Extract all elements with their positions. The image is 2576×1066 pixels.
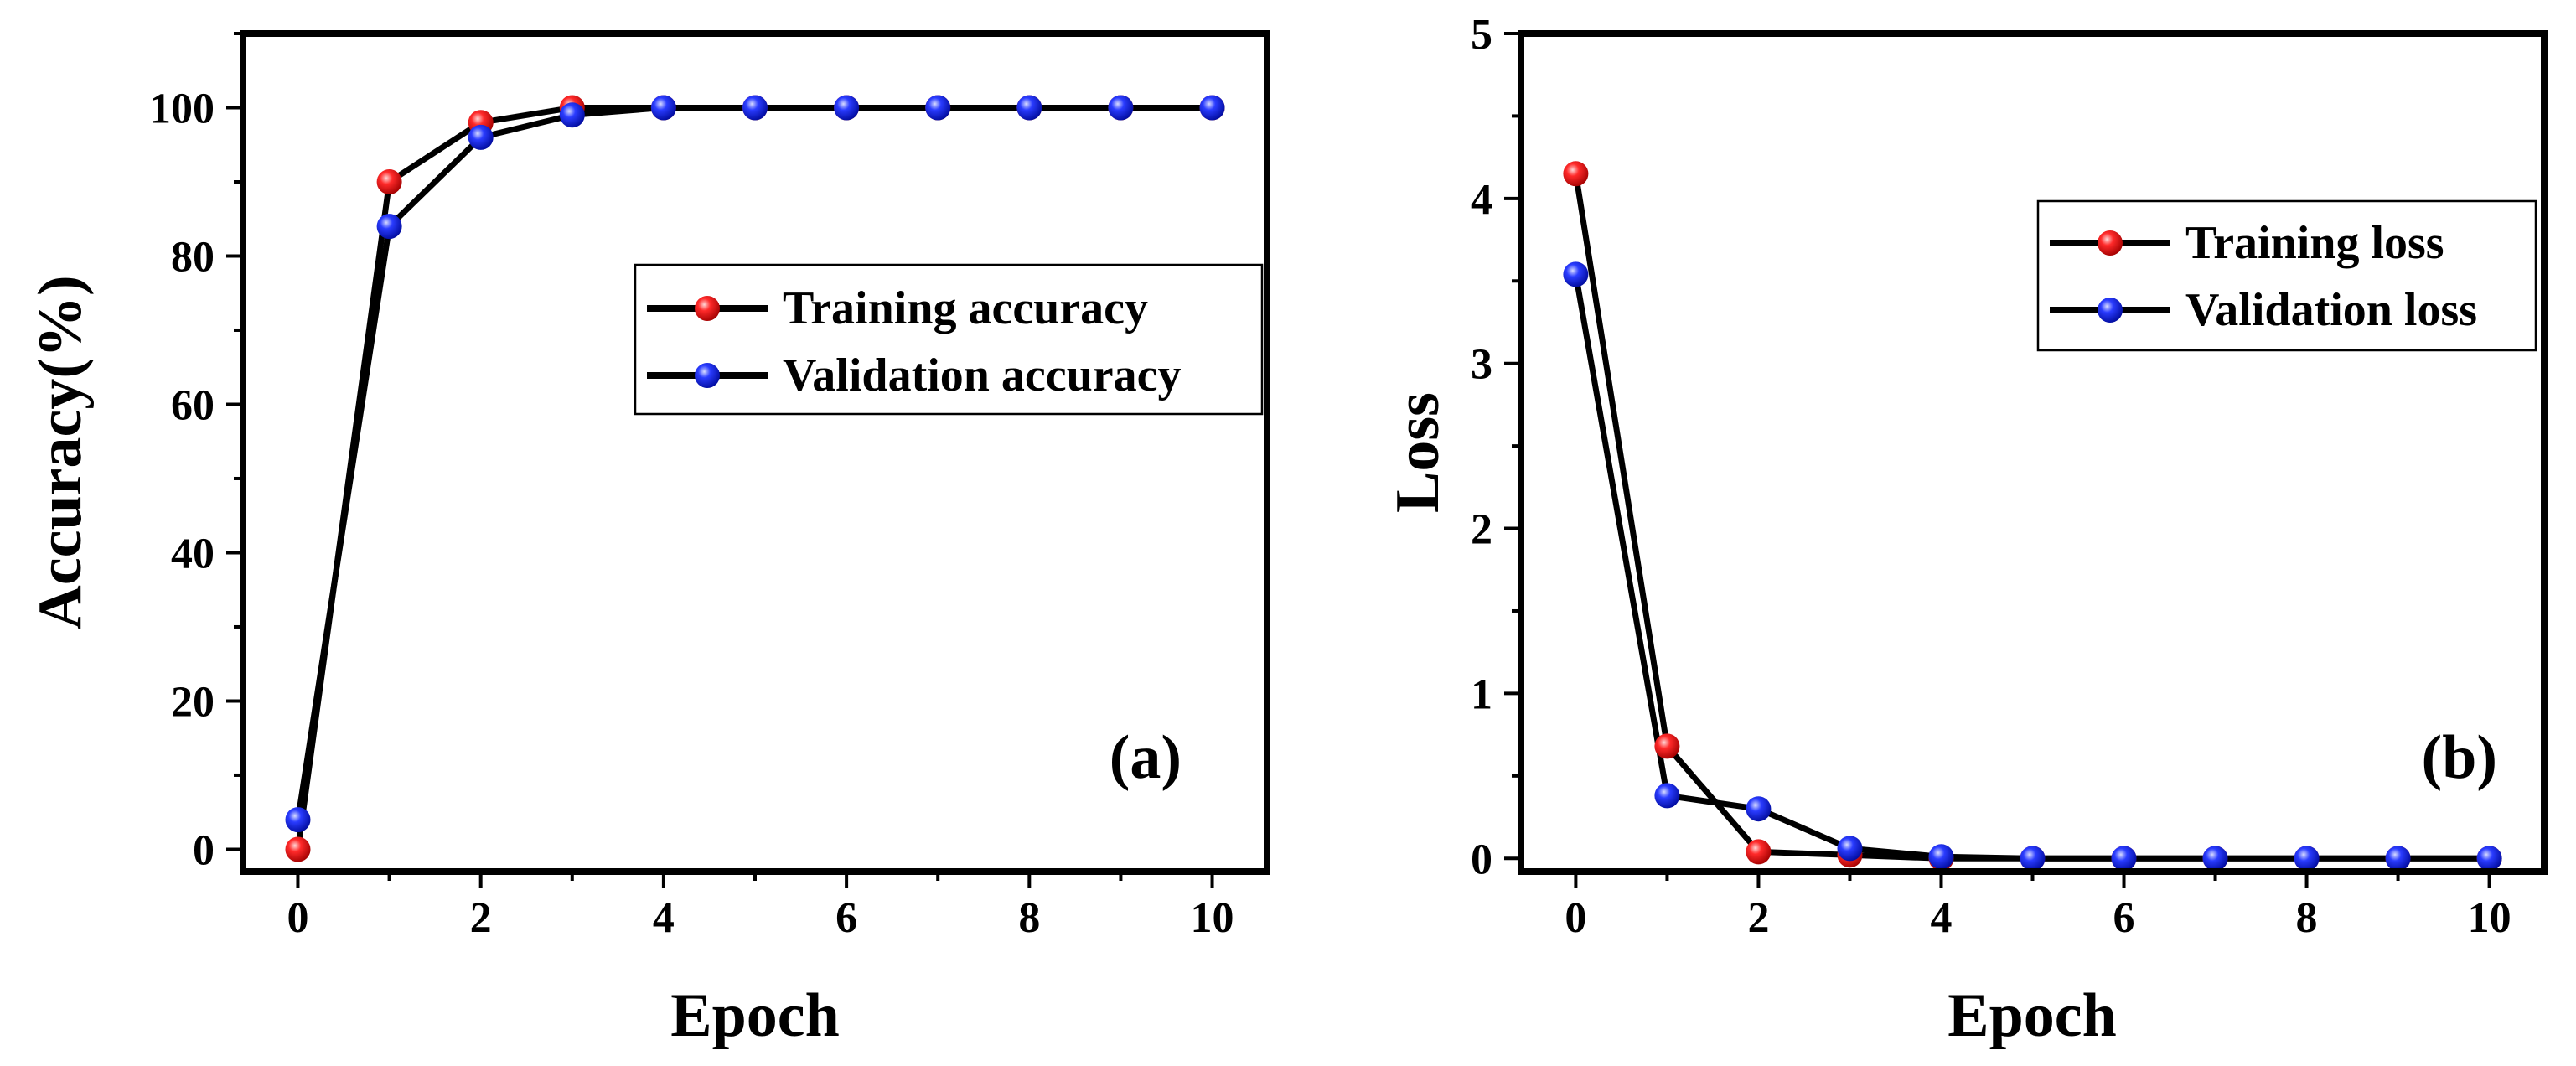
validation-point (2294, 846, 2320, 872)
legend-marker-validation (695, 363, 720, 388)
validation-point (2385, 846, 2411, 872)
y-tick-label: 40 (171, 530, 215, 577)
x-tick-label: 4 (653, 894, 675, 942)
x-tick-label: 6 (835, 894, 857, 942)
validation-point (834, 95, 860, 121)
y-tick-label: 80 (171, 233, 215, 281)
validation-point (1928, 844, 1954, 870)
y-tick-label: 4 (1471, 176, 1492, 224)
validation-point (1016, 95, 1042, 121)
y-tick-label: 60 (171, 381, 215, 429)
training-point (1563, 161, 1589, 187)
panel-label-a: (a) (1110, 723, 1182, 792)
validation-point (285, 807, 311, 833)
y-tick-label: 20 (171, 678, 215, 726)
legend-marker-training (695, 296, 720, 321)
validation-point (742, 95, 768, 121)
training-point (376, 169, 402, 194)
x-axis-title-loss: Epoch (1948, 981, 2117, 1050)
x-tick-label: 2 (1747, 894, 1769, 942)
x-tick-label: 0 (287, 894, 308, 942)
x-tick-label: 10 (2468, 894, 2511, 942)
validation-point (650, 95, 676, 121)
panel-label-b: (b) (2422, 723, 2497, 792)
validation-point (468, 124, 494, 150)
legend-loss: Training loss Validation loss (2036, 199, 2537, 352)
y-tick-label: 3 (1471, 341, 1492, 389)
training-point (285, 836, 311, 862)
x-tick-label: 0 (1565, 894, 1586, 942)
validation-point (925, 95, 951, 121)
x-tick-label: 8 (2296, 894, 2318, 942)
y-tick-label: 2 (1471, 506, 1492, 554)
validation-point (1199, 95, 1225, 121)
validation-point (1837, 836, 1863, 862)
y-tick-label: 100 (149, 85, 215, 132)
legend-label-validation-accuracy: Validation accuracy (783, 349, 1181, 401)
training-point (1654, 733, 1680, 759)
training-point (1746, 839, 1772, 865)
legend-marker-validation (2098, 298, 2123, 323)
validation-point (376, 214, 402, 240)
legend-label-training-accuracy: Training accuracy (783, 282, 1148, 334)
series-line-validation (295, 105, 1213, 820)
validation-point (1108, 95, 1134, 121)
y-axis-title-loss: Loss (1384, 392, 1452, 513)
legend-label-training-loss: Training loss (2185, 217, 2444, 269)
x-tick-label: 8 (1018, 894, 1040, 942)
y-tick-label: 5 (1471, 11, 1492, 59)
validation-point (2111, 846, 2137, 872)
validation-point (559, 102, 585, 128)
validation-point (1654, 783, 1680, 809)
x-axis-title-accuracy: Epoch (670, 981, 840, 1050)
y-tick-label: 1 (1471, 670, 1492, 718)
legend-box-loss (2036, 199, 2537, 352)
x-tick-label: 10 (1191, 894, 1234, 942)
chart-loss: 0 2 4 6 8 10 0 1 2 3 4 5 Loss Epoch (b) Training lo… (1384, 11, 2548, 1050)
validation-point (1746, 796, 1772, 822)
legend-box-accuracy (634, 263, 1264, 416)
x-tick-label: 6 (2113, 894, 2135, 942)
legend-marker-training (2098, 230, 2123, 256)
x-tick-label: 2 (470, 894, 492, 942)
validation-point (2476, 846, 2502, 872)
legend-accuracy: Training accuracy Validation accuracy (634, 263, 1264, 416)
y-axis-title-accuracy: Accuracy(%) (26, 275, 95, 629)
y-tick-label: 0 (193, 826, 215, 874)
validation-point (2202, 846, 2228, 872)
legend-label-validation-loss: Validation loss (2185, 284, 2477, 336)
validation-point (1563, 261, 1589, 287)
y-tick-label: 0 (1471, 836, 1492, 883)
x-tick-label: 4 (1930, 894, 1952, 942)
series-line-validation (1572, 273, 2490, 862)
series-line-training (295, 105, 1213, 850)
validation-point (2020, 846, 2046, 872)
